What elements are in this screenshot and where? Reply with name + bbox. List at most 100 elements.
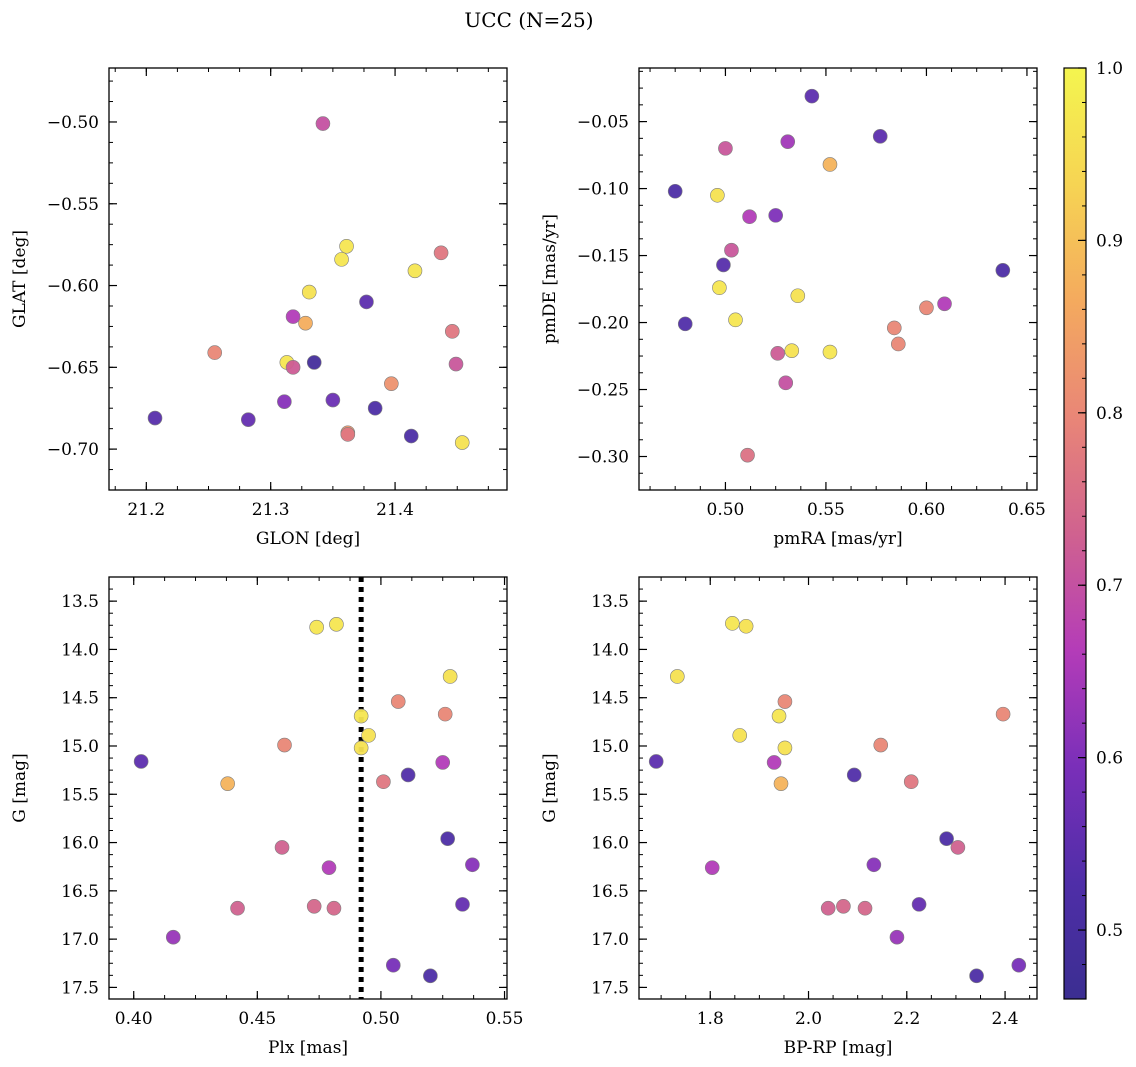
- data-point: [339, 238, 354, 254]
- colorbar-tick-label: 0.9: [1096, 231, 1123, 251]
- data-point: [306, 898, 322, 914]
- y-tick-label: 17.0: [591, 930, 629, 950]
- data-point: [732, 728, 748, 743]
- data-point: [326, 900, 342, 916]
- data-point: [873, 737, 889, 753]
- y-tick-label: 17.0: [61, 930, 99, 950]
- data-point: [710, 187, 725, 203]
- data-point: [147, 410, 163, 426]
- y-tick-label: −0.25: [577, 381, 629, 401]
- y-tick-label: 14.5: [591, 689, 629, 709]
- y-tick-label: 16.5: [61, 882, 99, 902]
- x-tick-label: 0.50: [362, 1009, 400, 1029]
- data-point: [390, 694, 406, 709]
- data-point: [376, 774, 391, 790]
- data-point: [277, 737, 292, 753]
- minor-ticks: [109, 68, 507, 490]
- data-point: [770, 346, 785, 361]
- data-point: [820, 900, 836, 916]
- axes-frame: [108, 67, 508, 491]
- data-point: [648, 754, 664, 769]
- data-point: [790, 288, 806, 304]
- data-point: [872, 129, 888, 144]
- data-point: [836, 898, 851, 914]
- x-axis-label: BP-RP [mag]: [784, 1038, 893, 1058]
- data-point: [670, 669, 685, 684]
- panel-bottom-right: 1.8 2.0 2.2 2.4 13.5 14.0 14.5 15.0 15.5 16.0 16.5…: [540, 576, 1038, 1058]
- colorbar: 0.5 0.6 0.7 0.8 0.9 1.0: [1063, 59, 1123, 1000]
- y-tick-label: −0.10: [577, 180, 629, 200]
- data-point: [400, 767, 416, 783]
- x-tick-label: 2.0: [795, 1009, 822, 1029]
- data-point: [444, 324, 460, 339]
- data-point: [309, 619, 324, 635]
- plot-area: [667, 88, 1011, 463]
- data-point: [822, 344, 838, 360]
- data-point: [778, 375, 794, 391]
- x-axis-label: Plx [mas]: [268, 1038, 348, 1058]
- data-point: [886, 320, 902, 336]
- x-axis-label: GLON [deg]: [256, 529, 360, 549]
- data-point: [716, 257, 731, 273]
- data-point: [804, 88, 820, 104]
- data-point: [939, 831, 954, 846]
- x-tick-label: 21.3: [252, 500, 290, 520]
- y-tick-label: −0.60: [47, 277, 99, 297]
- data-point: [359, 294, 374, 310]
- data-point: [367, 400, 383, 416]
- y-tick-label: −0.15: [577, 247, 629, 267]
- y-tick-label: 14.0: [591, 640, 629, 660]
- y-tick-label: 16.0: [591, 834, 629, 854]
- data-point: [340, 427, 356, 442]
- data-point: [995, 706, 1011, 722]
- data-point: [361, 728, 376, 743]
- data-point: [403, 428, 419, 444]
- data-point: [306, 355, 322, 370]
- data-point: [277, 394, 292, 409]
- data-point: [454, 435, 470, 450]
- colorbar-frame: [1063, 67, 1087, 1000]
- data-point: [407, 263, 423, 279]
- y-tick-label: 15.0: [591, 737, 629, 757]
- data-point: [846, 767, 862, 783]
- data-point: [353, 708, 369, 724]
- data-point: [230, 900, 245, 916]
- data-point: [207, 345, 223, 360]
- y-tick-label: 15.5: [61, 785, 99, 805]
- data-point: [241, 412, 256, 427]
- colorbar-gradient: [1064, 68, 1086, 999]
- data-point: [771, 708, 787, 724]
- plot-area: [133, 577, 480, 999]
- minor-ticks: [639, 68, 1037, 491]
- plot-area: [648, 616, 1027, 984]
- x-tick-label: 21.2: [127, 500, 165, 520]
- y-tick-label: −0.50: [47, 113, 99, 133]
- data-point: [433, 245, 449, 261]
- y-axis-label: GLAT [deg]: [10, 230, 30, 328]
- data-point: [465, 857, 480, 873]
- x-tick-label: 2.2: [893, 1009, 920, 1029]
- data-point: [740, 447, 755, 463]
- y-tick-label: 15.5: [591, 785, 629, 805]
- figure-title: UCC (N=25): [464, 8, 593, 32]
- data-point: [667, 183, 683, 199]
- data-point: [301, 284, 317, 300]
- axes-frame: [638, 67, 1038, 491]
- data-point: [325, 392, 341, 408]
- data-point: [911, 897, 927, 912]
- data-point: [766, 755, 782, 770]
- colorbar-tick-label: 0.8: [1096, 404, 1123, 424]
- y-tick-label: −0.65: [47, 358, 99, 378]
- data-point: [777, 694, 793, 709]
- y-tick-label: 15.0: [61, 737, 99, 757]
- data-point: [334, 252, 349, 267]
- y-tick-label: 14.5: [61, 689, 99, 709]
- y-tick-label: 17.5: [591, 978, 629, 998]
- data-point: [385, 957, 401, 973]
- data-point: [384, 376, 399, 391]
- axes-frame: [638, 576, 1038, 1000]
- data-point: [274, 840, 290, 855]
- data-point: [321, 860, 337, 875]
- x-tick-label: 0.55: [486, 1009, 524, 1029]
